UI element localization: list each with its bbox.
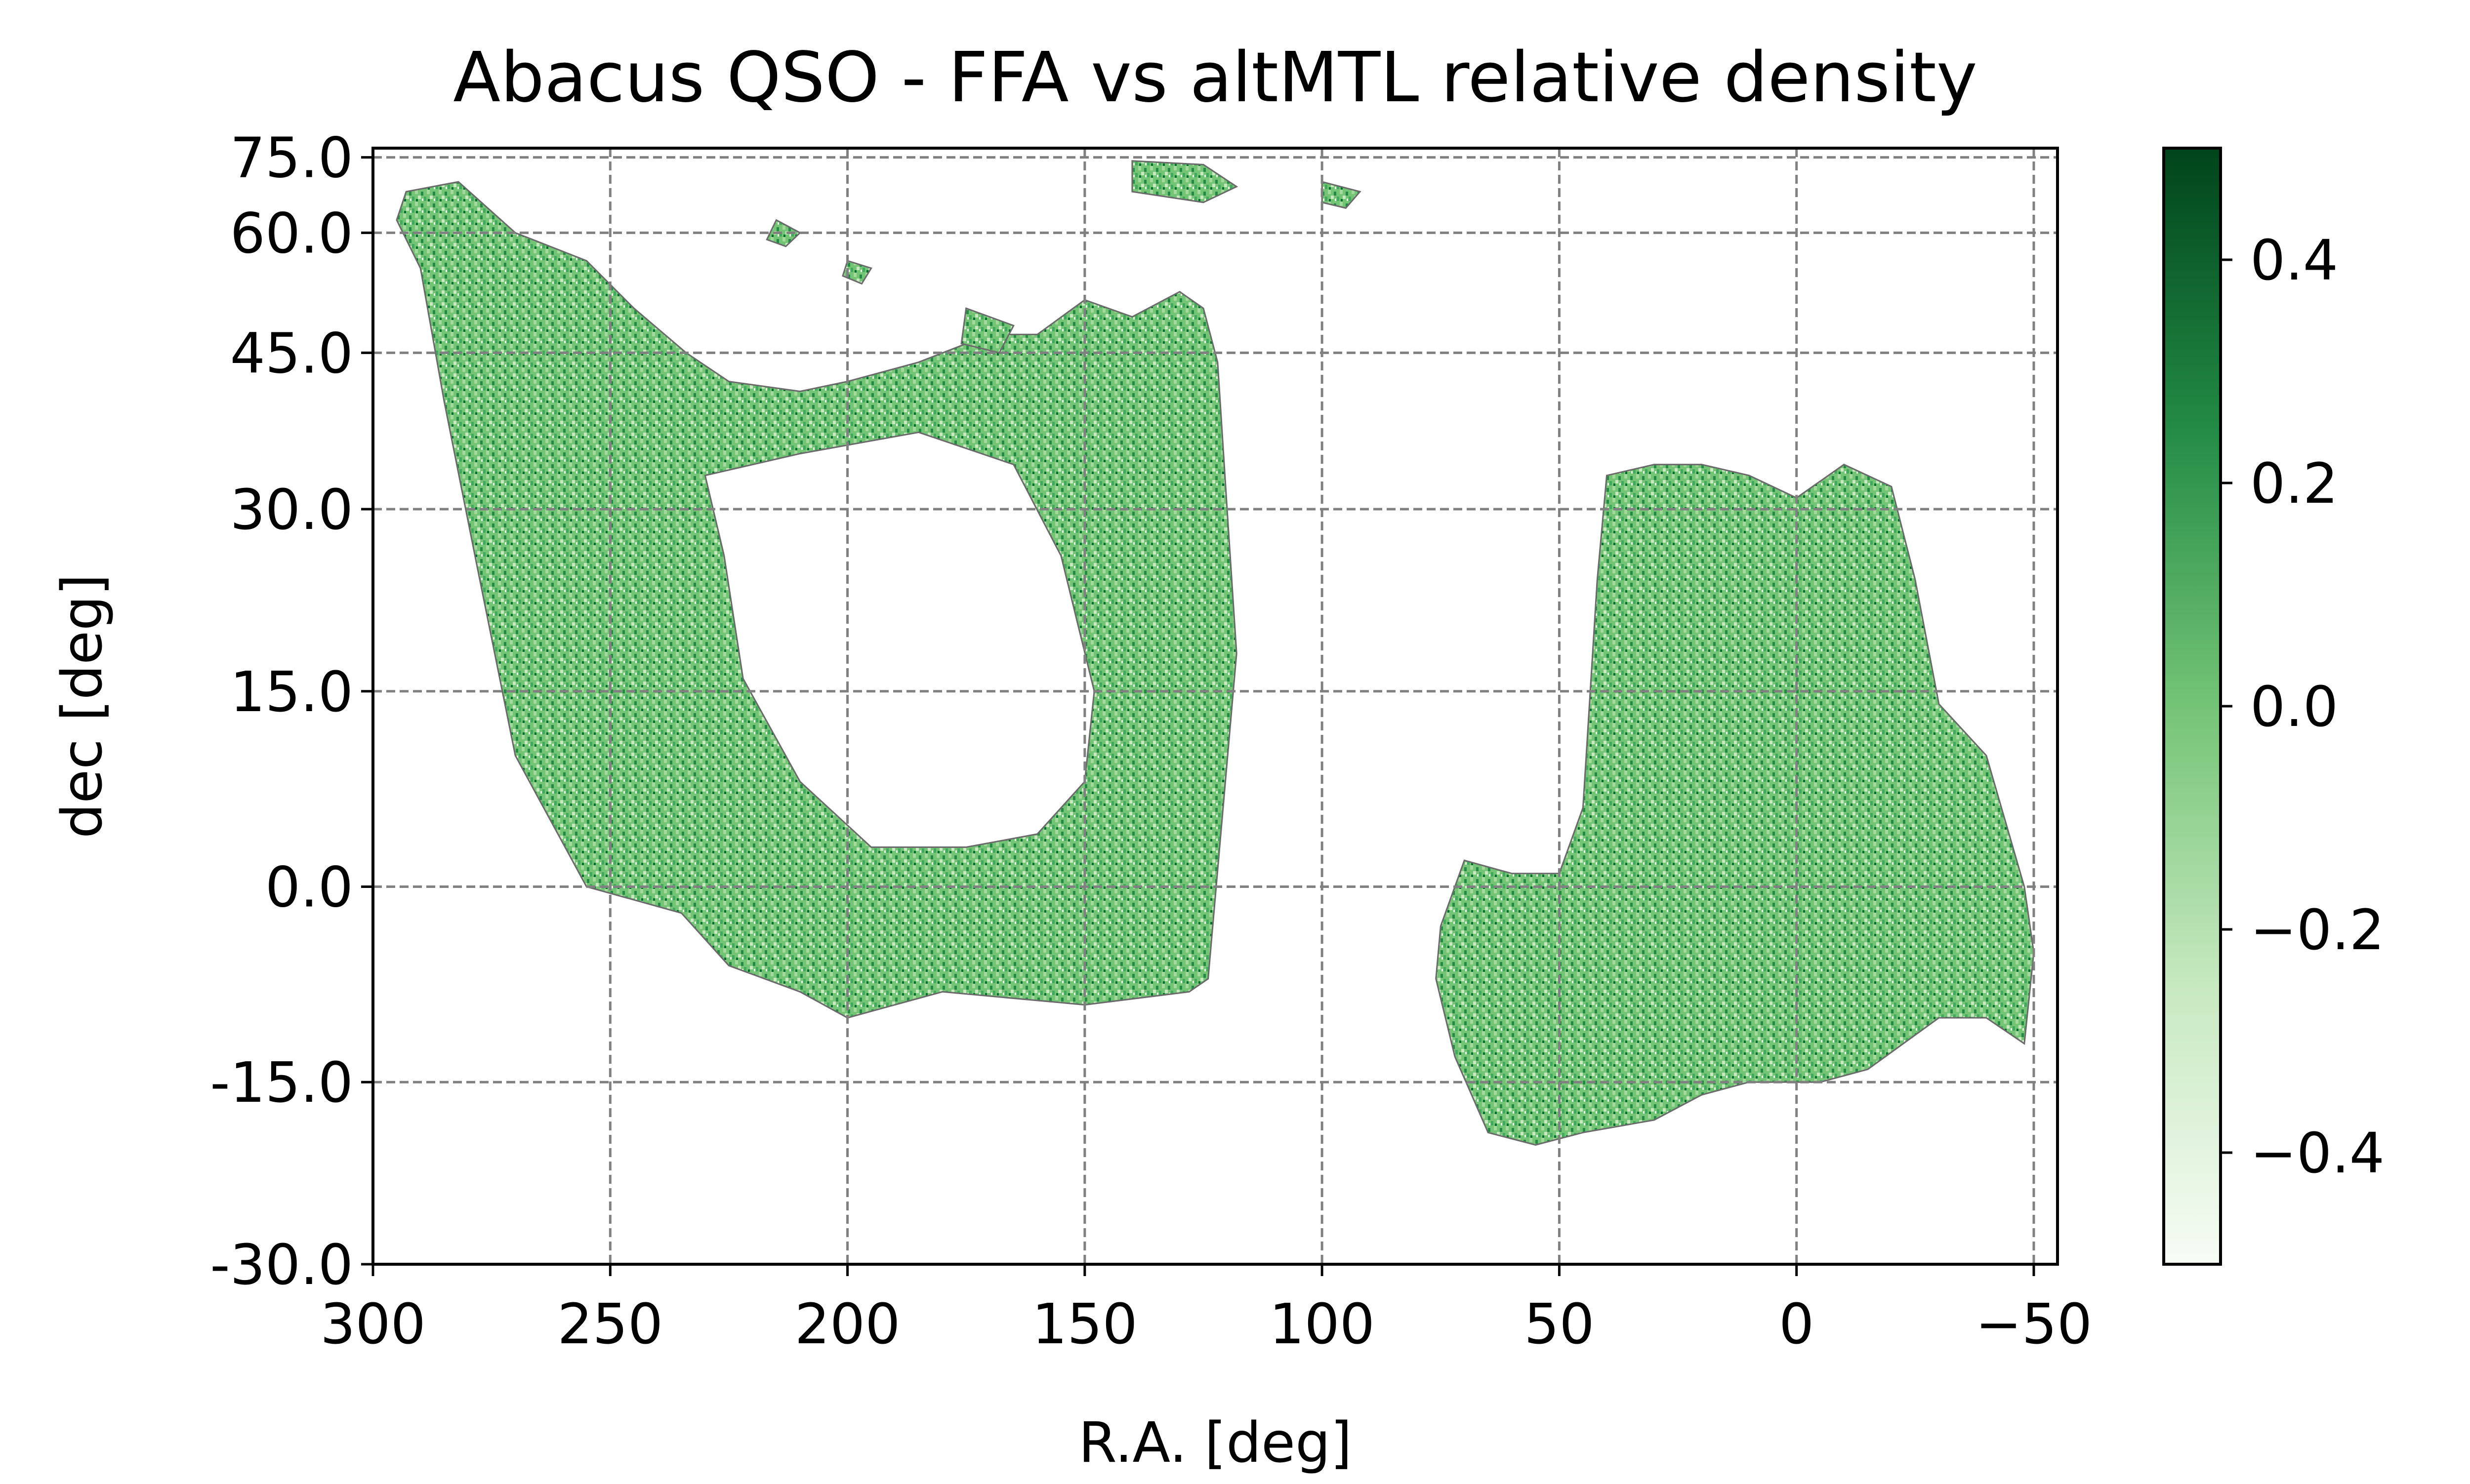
footprint-island [1131,160,1238,203]
footprint-regions [396,160,2035,1146]
colorbar-tick-label: 0.4 [2250,229,2338,293]
footprint-island [766,219,802,247]
plot-frame [371,147,2059,1266]
colorbar-ticks: −0.4 −0.2 0.0 0.2 0.4 [2221,229,2385,1186]
x-tick-label: −50 [1976,1292,2092,1357]
colorbar-tick-label: 0.0 [2250,675,2338,739]
y-tick-label: 0.0 [265,856,353,920]
x-tick-label: 50 [1524,1292,1595,1357]
footprint-island [960,307,1015,354]
colorbar-tick-label: −0.4 [2250,1122,2385,1186]
y-tick-label: 45.0 [230,321,353,386]
x-tick-label: 300 [320,1292,426,1357]
y-axis: -30.0 -15.0 0.0 15.0 30.0 45.0 60.0 75.0 [210,126,373,1297]
y-tick-label: 30.0 [230,478,353,542]
footprint-island [842,260,872,285]
footprint-region [396,181,1237,1019]
grid-lines [373,148,2058,1264]
x-tick-label: 150 [1032,1292,1138,1357]
x-axis-label: R.A. [deg] [1078,1411,1352,1475]
chart-title: Abacus QSO - FFA vs altMTL relative dens… [453,38,1977,118]
footprint-island [1321,181,1361,209]
colorbar-tick-label: −0.2 [2250,898,2385,963]
x-tick-label: 200 [795,1292,901,1357]
y-tick-label: 60.0 [230,201,353,266]
colorbar-tick-label: 0.2 [2250,452,2338,516]
x-tick-label: 0 [1779,1292,1814,1357]
colorbar [2162,147,2222,1266]
footprint-region [1435,463,2035,1146]
x-tick-label: 100 [1269,1292,1375,1357]
y-tick-label: 15.0 [230,660,353,724]
x-axis: 300 250 200 150 100 50 0 −50 [320,1264,2092,1357]
y-tick-label: 75.0 [230,126,353,191]
x-tick-label: 250 [557,1292,663,1357]
y-axis-label: dec [deg] [50,574,115,839]
y-tick-label: -15.0 [210,1051,353,1115]
y-tick-label: -30.0 [210,1233,353,1297]
